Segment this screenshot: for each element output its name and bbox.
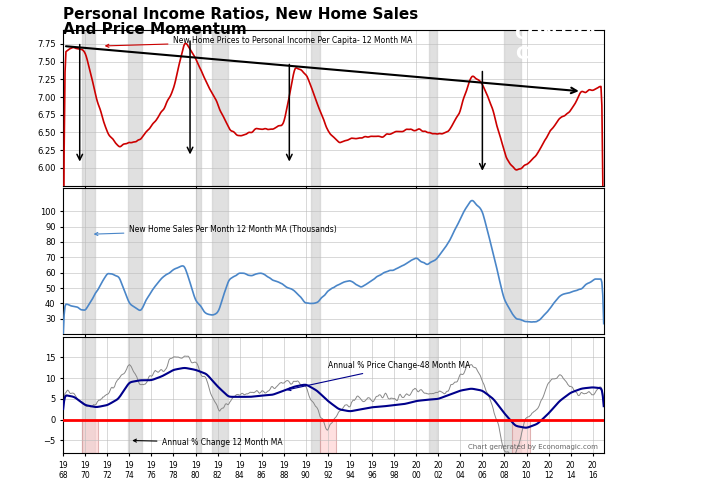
- Text: CONTRA: CONTRA: [515, 25, 598, 43]
- Text: Personal Income Ratios, New Home Sales: Personal Income Ratios, New Home Sales: [63, 7, 418, 22]
- Bar: [320, 420, 336, 453]
- Bar: [82, 420, 98, 453]
- Text: New Home Sales Per Month 12 Month MA (Thousands): New Home Sales Per Month 12 Month MA (Th…: [95, 225, 337, 236]
- Bar: [312, 188, 319, 334]
- Bar: [429, 188, 437, 334]
- Bar: [128, 188, 143, 334]
- Bar: [503, 30, 521, 186]
- Text: Annual % Price Change-48 Month MA: Annual % Price Change-48 Month MA: [288, 361, 470, 391]
- Bar: [312, 30, 319, 186]
- Text: CORNER: CORNER: [515, 46, 598, 63]
- Bar: [128, 30, 143, 186]
- Bar: [429, 337, 437, 453]
- Bar: [196, 188, 201, 334]
- Bar: [512, 420, 530, 453]
- Text: David Stockman's: David Stockman's: [525, 9, 588, 15]
- Text: New Home Prices to Personal Income Per Capita- 12 Month MA: New Home Prices to Personal Income Per C…: [106, 36, 413, 48]
- Bar: [429, 30, 437, 186]
- Bar: [503, 337, 521, 453]
- Text: Annual % Change 12 Month MA: Annual % Change 12 Month MA: [133, 438, 283, 447]
- Bar: [83, 337, 95, 453]
- Bar: [312, 337, 319, 453]
- Bar: [83, 30, 95, 186]
- Text: Chart generated by Economagic.com: Chart generated by Economagic.com: [468, 444, 598, 449]
- Bar: [128, 337, 143, 453]
- Bar: [503, 188, 521, 334]
- Bar: [212, 188, 227, 334]
- Bar: [212, 30, 227, 186]
- Bar: [83, 188, 95, 334]
- Bar: [212, 337, 227, 453]
- Bar: [196, 337, 201, 453]
- Text: And Price Momentum: And Price Momentum: [63, 22, 247, 37]
- Bar: [196, 30, 201, 186]
